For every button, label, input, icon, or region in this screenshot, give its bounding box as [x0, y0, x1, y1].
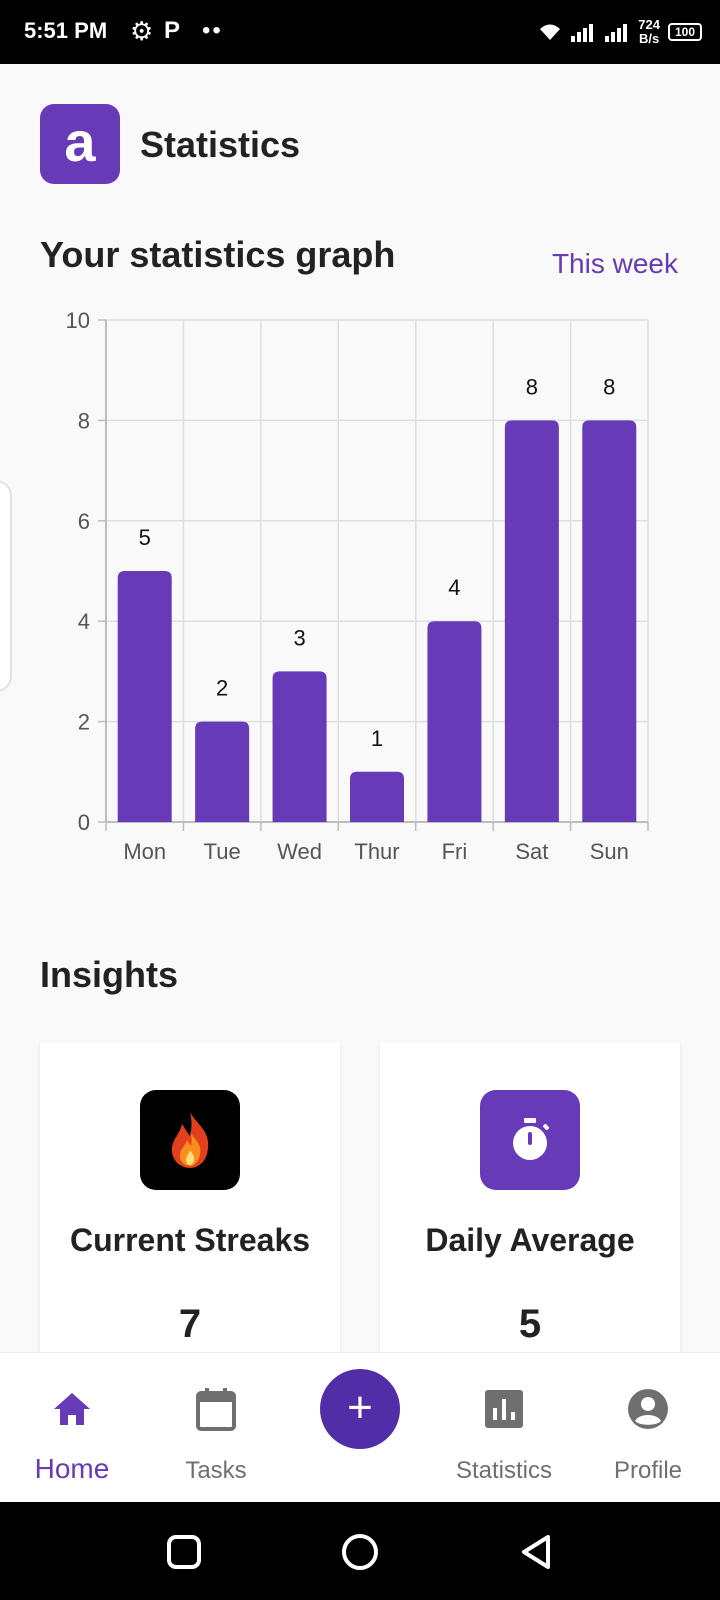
signal-icon: [605, 24, 628, 42]
nav-profile[interactable]: Profile: [576, 1353, 720, 1503]
y-tick-label: 0: [78, 810, 90, 835]
statistics-bar-chart: 0 2 4 6 8 10 5 Mon 2 Tue 3 Wed 1 Thur 4 Fri 8 Sat 8 Sun: [66, 308, 649, 864]
y-tick-label: 10: [66, 308, 90, 333]
parking-notification-icon: P: [164, 17, 181, 44]
side-panel-handle[interactable]: [0, 480, 12, 692]
network-speed: 724 B/s: [638, 17, 660, 46]
nav-label: Home: [34, 1453, 110, 1484]
app-logo: a: [40, 104, 120, 184]
bar-wed[interactable]: [272, 671, 327, 822]
nav-label: Statistics: [455, 1457, 553, 1484]
x-tick-label: Sun: [590, 839, 629, 864]
signal-icon: [571, 24, 594, 42]
bar-tue[interactable]: [195, 721, 250, 822]
nav-tasks[interactable]: Tasks: [144, 1353, 288, 1503]
current-streaks-card[interactable]: Current Streaks 7: [40, 1042, 340, 1372]
bar-value-label: 3: [293, 625, 305, 650]
bar-value-label: 4: [448, 575, 460, 600]
bar-value-label: 2: [216, 676, 228, 701]
graph-title: Your statistics graph: [40, 234, 396, 275]
home-button-icon[interactable]: [340, 1532, 380, 1572]
x-tick-label: Wed: [277, 839, 322, 864]
status-indicators: 724 B/s 100: [538, 14, 702, 50]
x-tick-label: Thur: [354, 839, 399, 864]
status-bar: 5:51 PM ⚙ P •• 724 B/s 100: [0, 0, 720, 64]
card-label: Daily Average: [425, 1222, 635, 1258]
x-tick-label: Sat: [515, 839, 548, 864]
calendar-icon: [194, 1387, 238, 1431]
bar-sun[interactable]: [582, 420, 637, 822]
system-navigation-bar: [0, 1502, 720, 1600]
insights-title: Insights: [40, 954, 179, 995]
bar-value-label: 8: [603, 374, 615, 399]
x-tick-label: Fri: [442, 839, 468, 864]
back-icon[interactable]: [516, 1532, 556, 1572]
fire-icon: [140, 1090, 240, 1190]
wifi-icon: [540, 24, 561, 40]
settings-notification-icon: ⚙: [130, 16, 154, 46]
y-tick-label: 4: [78, 609, 90, 634]
card-value: 7: [178, 1302, 202, 1346]
bottom-navigation: Home Tasks + Statistics: [0, 1352, 720, 1502]
recent-apps-icon[interactable]: [164, 1532, 204, 1572]
bar-thur[interactable]: [350, 771, 404, 822]
range-selector[interactable]: This week: [551, 248, 678, 279]
home-icon: [50, 1387, 94, 1431]
more-notifications-icon: ••: [202, 17, 223, 44]
bar-value-label: 1: [371, 726, 383, 751]
card-label: Current Streaks: [69, 1222, 311, 1258]
nav-label: Tasks: [185, 1457, 247, 1484]
bar-value-label: 8: [526, 374, 538, 399]
y-tick-label: 8: [78, 408, 90, 433]
nav-home[interactable]: Home: [0, 1353, 144, 1503]
battery-icon: 100: [668, 23, 702, 41]
bar-sat[interactable]: [504, 420, 559, 822]
x-tick-label: Mon: [123, 839, 166, 864]
profile-icon: [626, 1387, 670, 1431]
nav-label: Profile: [613, 1457, 683, 1484]
bar-mon[interactable]: [117, 571, 172, 822]
bar-chart-icon: [482, 1387, 526, 1431]
page-title: Statistics: [140, 124, 301, 165]
stopwatch-icon: [480, 1090, 580, 1190]
daily-average-card[interactable]: Daily Average 5: [380, 1042, 680, 1372]
y-tick-label: 6: [78, 509, 90, 534]
bar-value-label: 5: [139, 525, 151, 550]
bar-fri[interactable]: [427, 621, 482, 822]
status-time: 5:51 PM: [24, 18, 108, 43]
add-task-button[interactable]: +: [320, 1369, 400, 1449]
y-tick-label: 2: [78, 710, 90, 735]
x-tick-label: Tue: [204, 839, 241, 864]
nav-statistics[interactable]: Statistics: [432, 1353, 576, 1503]
card-value: 5: [518, 1302, 542, 1346]
